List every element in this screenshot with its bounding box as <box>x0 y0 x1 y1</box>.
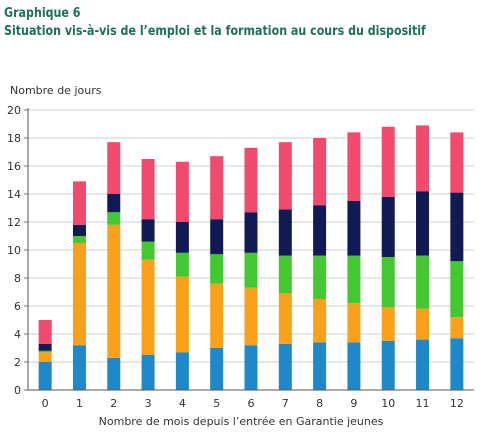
bar-segment <box>416 191 430 256</box>
x-tick-label: 4 <box>179 397 186 410</box>
bar-segment <box>381 257 395 308</box>
bar-segment <box>107 194 121 213</box>
x-tick-label: 1 <box>76 397 83 410</box>
bar-segment <box>72 345 86 390</box>
y-tick-label: 8 <box>14 272 21 285</box>
bar-segment <box>141 219 155 242</box>
bar-segment <box>416 255 430 309</box>
bar-segment <box>210 156 224 220</box>
bar-segment <box>107 224 121 358</box>
bar-segment <box>381 196 395 257</box>
bar-segment <box>72 181 86 225</box>
bar-segment <box>210 219 224 255</box>
bar-segment <box>38 350 52 353</box>
bar-segment <box>38 343 52 351</box>
bar-segment <box>210 348 224 390</box>
y-tick-label: 10 <box>7 244 21 257</box>
bar-segment <box>141 159 155 220</box>
bar-segment <box>107 357 121 390</box>
bar-segment <box>416 125 430 192</box>
bar-segment <box>450 261 464 318</box>
bar-segment <box>450 132 464 193</box>
bar-segment <box>347 255 361 304</box>
y-tick-label: 16 <box>7 160 21 173</box>
y-tick-label: 20 <box>7 104 21 117</box>
bar-segment <box>450 192 464 262</box>
bar-segment <box>313 138 327 206</box>
bar-segment <box>313 342 327 390</box>
bar-segment <box>175 252 189 277</box>
x-tick-label: 8 <box>316 397 323 410</box>
y-tick-label: 12 <box>7 216 21 229</box>
bar-segment <box>278 142 292 210</box>
bar-segment <box>450 338 464 390</box>
bar-segment <box>72 236 86 243</box>
bar-segment <box>381 307 395 341</box>
bar-segment <box>38 362 52 390</box>
bar-segment <box>175 161 189 222</box>
bar-segment <box>38 320 52 344</box>
bar-segment <box>347 132 361 201</box>
bar-segment <box>244 147 258 213</box>
y-tick-label: 2 <box>14 356 21 369</box>
bar-segment <box>175 222 189 253</box>
x-tick-label: 7 <box>282 397 289 410</box>
bar-segment <box>450 317 464 339</box>
y-tick-label: 14 <box>7 188 21 201</box>
x-tick-label: 5 <box>213 397 220 410</box>
bar-segment <box>141 241 155 260</box>
x-tick-label: 11 <box>416 397 430 410</box>
bar-segment <box>347 303 361 343</box>
bar-segment <box>244 345 258 390</box>
bar-segment <box>107 212 121 225</box>
x-axis-title: Nombre de mois depuis l’entrée en Garant… <box>98 415 384 428</box>
bar-segment <box>313 255 327 299</box>
y-tick-label: 6 <box>14 300 21 313</box>
y-tick-label: 4 <box>14 328 21 341</box>
x-tick-label: 2 <box>110 397 117 410</box>
x-tick-label: 9 <box>350 397 357 410</box>
bar-segment <box>244 212 258 253</box>
bar-segment <box>72 224 86 236</box>
bar-segment <box>416 339 430 390</box>
bar-segment <box>244 252 258 288</box>
bar-segment <box>175 352 189 390</box>
bar-segment <box>278 255 292 294</box>
bar-segment <box>210 254 224 284</box>
x-tick-label: 12 <box>450 397 464 410</box>
bar-segment <box>72 243 86 346</box>
bars <box>38 125 464 390</box>
bar-segment <box>278 209 292 256</box>
chart-subtitle: Situation vis-à-vis de l’emploi et la fo… <box>4 23 426 39</box>
bar-segment <box>347 201 361 256</box>
bar-segment <box>141 355 155 390</box>
bar-segment <box>313 205 327 256</box>
bar-segment <box>381 126 395 197</box>
bar-segment <box>278 343 292 390</box>
bar-segment <box>347 342 361 390</box>
bar-segment <box>107 142 121 194</box>
y-tick-label: 0 <box>14 384 21 397</box>
bar-segment <box>381 341 395 390</box>
chart-header: Graphique 6 Situation vis-à-vis de l’emp… <box>4 4 482 40</box>
bar-segment <box>38 352 52 362</box>
bar-segment <box>278 293 292 344</box>
x-tick-label: 6 <box>248 397 255 410</box>
x-tick-label: 3 <box>145 397 152 410</box>
x-tick-label: 0 <box>42 397 49 410</box>
bar-segment <box>313 299 327 343</box>
y-axis-title: Nombre de jours <box>10 84 102 97</box>
y-tick-label: 18 <box>7 132 21 145</box>
bar-segment <box>175 276 189 353</box>
bar-segment <box>244 287 258 346</box>
bar-segment <box>141 259 155 355</box>
bar-segment <box>416 308 430 340</box>
bar-segment <box>210 283 224 348</box>
chart-title: Graphique 6 <box>4 5 81 21</box>
x-tick-label: 10 <box>381 397 395 410</box>
